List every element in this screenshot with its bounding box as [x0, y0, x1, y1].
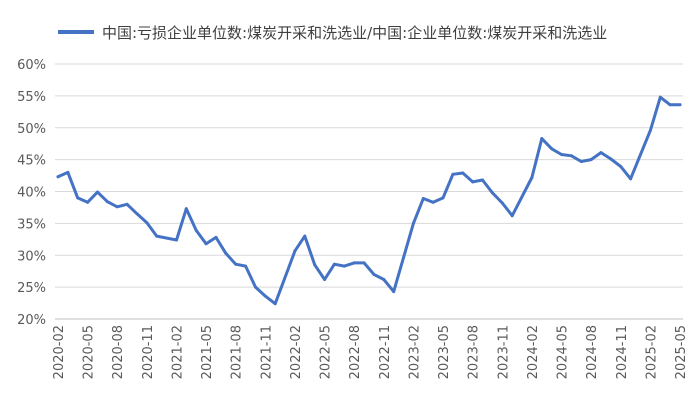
x-tick-label: 2023-11 — [496, 325, 511, 379]
data-point — [589, 158, 593, 162]
data-point — [609, 157, 613, 161]
x-tick-label: 2023-05 — [437, 325, 452, 379]
data-point — [56, 175, 60, 179]
data-point — [490, 191, 494, 195]
data-point — [115, 205, 119, 209]
data-point — [471, 180, 475, 184]
data-point — [658, 95, 662, 99]
x-tick-label: 2024-08 — [585, 325, 600, 379]
gridlines — [55, 63, 683, 320]
x-axis-tick-labels: 2020-02 2020-05 2020-08 2020-11 2021-02 2021-… — [52, 325, 689, 379]
x-tick-label: 2020-05 — [82, 325, 97, 379]
data-point — [560, 153, 563, 156]
data-point — [619, 165, 623, 169]
data-point — [481, 178, 484, 182]
data-point — [431, 200, 435, 204]
data-point — [510, 214, 514, 218]
data-point — [500, 201, 504, 205]
data-point — [145, 221, 149, 225]
x-tick-label: 2020-02 — [52, 325, 67, 379]
x-tick-label: 2023-08 — [467, 325, 482, 379]
legend-label: 中国:亏损企业单位数:煤炭开采和洗选业/中国:企业单位数:煤炭开采和洗选业 — [102, 24, 607, 42]
data-point — [323, 278, 327, 281]
data-point — [461, 171, 465, 175]
data-point — [451, 172, 455, 176]
data-point — [668, 103, 672, 107]
data-point — [421, 197, 425, 200]
data-point — [540, 137, 544, 141]
x-tick-label: 2021-11 — [259, 325, 274, 379]
data-point — [96, 190, 99, 194]
data-point — [313, 263, 317, 267]
y-tick-label: 55% — [17, 90, 46, 105]
data-point — [372, 272, 376, 276]
data-point — [66, 170, 70, 174]
data-point — [263, 294, 267, 298]
data-point — [678, 103, 682, 107]
x-tick-label: 2025-05 — [674, 325, 689, 379]
data-point — [352, 261, 356, 265]
data-point — [175, 238, 178, 242]
x-tick-label: 2022-08 — [348, 325, 363, 379]
data-point — [194, 228, 198, 232]
series-lines — [56, 95, 682, 306]
x-tick-label: 2021-02 — [170, 325, 185, 379]
y-tick-label: 45% — [17, 154, 46, 169]
x-tick-label: 2025-02 — [644, 325, 659, 379]
data-point — [530, 176, 534, 179]
data-point — [411, 221, 415, 225]
data-point — [224, 251, 228, 255]
data-point — [392, 290, 396, 294]
y-tick-label: 20% — [17, 313, 46, 328]
data-point — [76, 196, 80, 200]
x-tick-label: 2020-08 — [111, 325, 126, 379]
data-point — [155, 234, 159, 238]
x-tick-label: 2024-11 — [615, 325, 630, 379]
y-tick-label: 35% — [17, 217, 46, 232]
data-point — [629, 177, 633, 181]
data-point — [569, 154, 573, 158]
x-tick-label: 2024-05 — [556, 325, 571, 379]
data-point — [214, 235, 218, 239]
y-tick-label: 25% — [17, 281, 46, 296]
x-tick-label: 2021-08 — [230, 325, 245, 379]
data-point — [441, 196, 445, 200]
data-point — [254, 285, 257, 289]
data-point — [382, 278, 386, 281]
data-point — [204, 242, 208, 246]
data-point — [362, 261, 366, 265]
x-tick-label: 2021-05 — [200, 325, 215, 379]
data-point — [234, 262, 238, 266]
data-point — [648, 128, 652, 132]
x-tick-label: 2024-02 — [526, 325, 541, 379]
y-tick-label: 60% — [17, 58, 46, 73]
data-point — [184, 207, 188, 211]
x-tick-label: 2020-11 — [141, 325, 156, 379]
legend: 中国:亏损企业单位数:煤炭开采和洗选业/中国:企业单位数:煤炭开采和洗选业 — [58, 24, 607, 42]
y-tick-label: 30% — [17, 249, 46, 264]
x-tick-label: 2022-11 — [378, 325, 393, 379]
y-tick-label: 40% — [17, 186, 46, 201]
data-point — [579, 160, 583, 163]
x-tick-label: 2023-02 — [407, 325, 422, 379]
data-point — [342, 264, 346, 268]
data-point — [303, 234, 307, 238]
data-point — [125, 202, 129, 206]
data-point — [273, 302, 277, 306]
data-point — [599, 151, 603, 155]
data-point — [135, 212, 139, 216]
data-point — [550, 147, 554, 151]
x-tick-label: 2022-05 — [319, 325, 334, 379]
data-point — [105, 200, 109, 204]
y-axis-tick-labels: 20% 25% 30% 35% 40% 45% 50% 55% 60% — [17, 58, 46, 328]
x-tick-label: 2022-02 — [289, 325, 304, 379]
y-tick-label: 50% — [17, 122, 46, 137]
data-point — [332, 262, 336, 266]
data-point — [293, 249, 297, 253]
data-point — [244, 264, 248, 268]
data-point — [86, 200, 90, 204]
